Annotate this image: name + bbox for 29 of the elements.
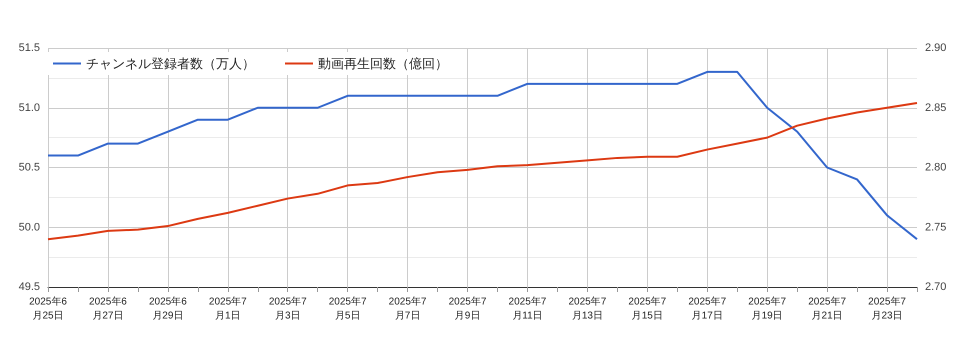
x-tick-label: 2025年7月1日 bbox=[208, 296, 248, 322]
x-tick-label: 2025年7月3日 bbox=[268, 296, 308, 322]
x-tick-label: 2025年6月29日 bbox=[148, 296, 188, 322]
x-tick-label: 2025年7月21日 bbox=[808, 296, 846, 322]
x-tick-label: 2025年7月19日 bbox=[748, 296, 787, 322]
y-tick-label: 49.5 bbox=[18, 281, 40, 293]
y-tick-label: 51.0 bbox=[18, 102, 40, 114]
x-tick-label: 2025年7月15日 bbox=[628, 296, 667, 322]
line-series bbox=[47, 70, 918, 240]
x-tick-label: 2025年7月13日 bbox=[568, 296, 607, 322]
line-series bbox=[47, 102, 918, 240]
y-tick-label: 50.0 bbox=[18, 221, 40, 234]
x-tick-label: 2025年7月5日 bbox=[328, 296, 367, 322]
y2-tick-label: 2.80 bbox=[925, 162, 946, 174]
y-tick-label: 50.5 bbox=[18, 162, 40, 174]
y2-tick-label: 2.70 bbox=[925, 281, 946, 293]
y-tick-label: 51.5 bbox=[18, 42, 40, 54]
x-tick-label: 2025年7月23日 bbox=[868, 296, 906, 322]
x-tick-label: 2025年7月7日 bbox=[388, 296, 427, 322]
y2-tick-label: 2.75 bbox=[925, 221, 946, 234]
y2-tick-label: 2.85 bbox=[925, 102, 946, 114]
x-tick-label: 2025年7月17日 bbox=[688, 296, 727, 322]
x-tick-label: 2025年7月9日 bbox=[448, 296, 487, 322]
y2-tick-label: 2.90 bbox=[925, 42, 946, 54]
x-tick-label: 2025年7月11日 bbox=[508, 296, 547, 322]
legend-label: チャンネル登録者数（万人） bbox=[86, 56, 255, 71]
x-tick-label: 2025年6月25日 bbox=[29, 296, 68, 322]
legend-label: 動画再生回数（億回） bbox=[318, 56, 448, 71]
x-tick-label: 2025年6月27日 bbox=[89, 296, 128, 322]
